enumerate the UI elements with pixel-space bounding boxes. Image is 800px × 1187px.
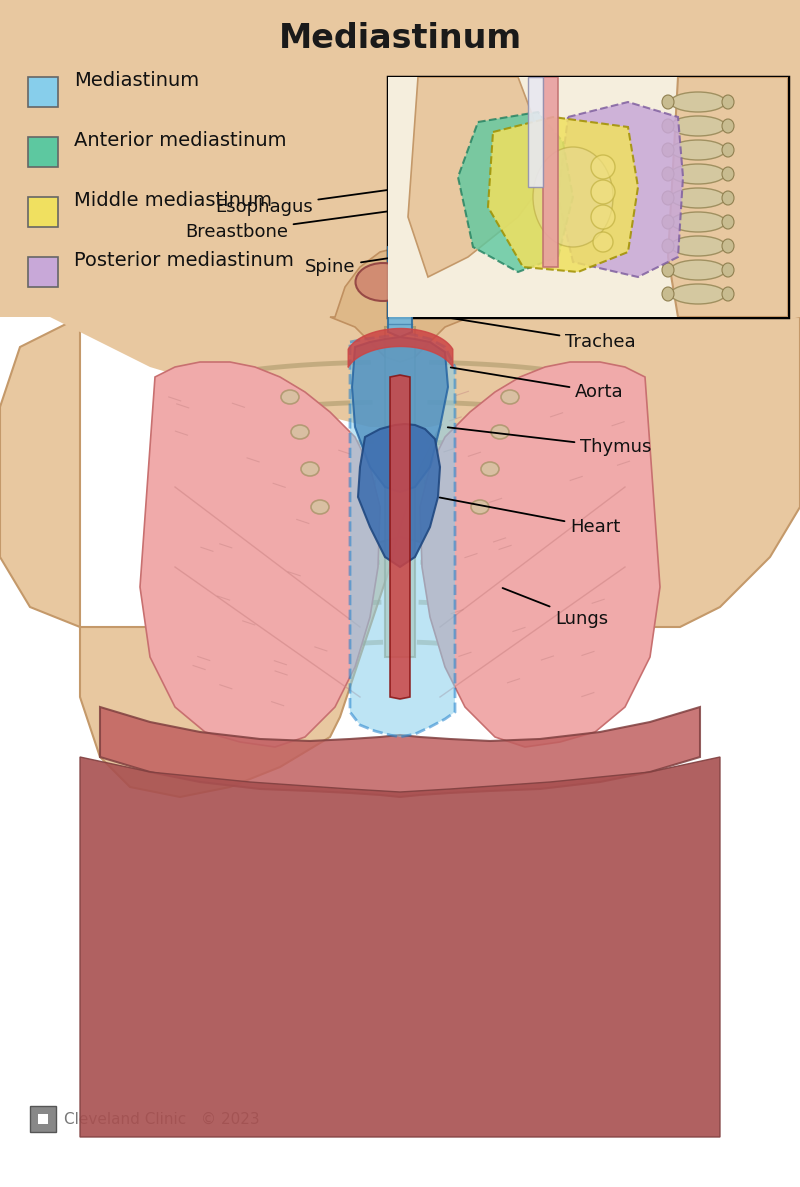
Ellipse shape xyxy=(533,147,613,247)
Ellipse shape xyxy=(722,239,734,253)
Polygon shape xyxy=(668,77,788,317)
FancyBboxPatch shape xyxy=(28,77,58,107)
Ellipse shape xyxy=(390,264,445,301)
Polygon shape xyxy=(388,77,678,317)
Ellipse shape xyxy=(662,191,674,205)
FancyBboxPatch shape xyxy=(388,77,788,317)
Polygon shape xyxy=(140,362,380,747)
Ellipse shape xyxy=(670,93,726,112)
Ellipse shape xyxy=(591,205,615,229)
FancyBboxPatch shape xyxy=(28,137,58,167)
Ellipse shape xyxy=(722,142,734,157)
FancyBboxPatch shape xyxy=(38,1115,48,1124)
Ellipse shape xyxy=(722,95,734,109)
Ellipse shape xyxy=(301,462,319,476)
Polygon shape xyxy=(352,337,448,491)
Text: Posterior mediastinum: Posterior mediastinum xyxy=(74,252,294,271)
Text: Thymus: Thymus xyxy=(448,427,651,456)
Polygon shape xyxy=(0,317,800,796)
Text: Anterior mediastinum: Anterior mediastinum xyxy=(74,132,286,151)
Text: Lungs: Lungs xyxy=(502,588,608,628)
Ellipse shape xyxy=(481,462,499,476)
Polygon shape xyxy=(358,424,440,567)
Polygon shape xyxy=(390,375,410,699)
Ellipse shape xyxy=(662,264,674,277)
Text: Mediastinum: Mediastinum xyxy=(278,23,522,56)
Text: Heart: Heart xyxy=(440,497,620,537)
Polygon shape xyxy=(330,247,470,362)
Polygon shape xyxy=(80,757,720,1137)
Ellipse shape xyxy=(390,271,410,293)
Ellipse shape xyxy=(670,260,726,280)
Ellipse shape xyxy=(355,264,410,301)
Ellipse shape xyxy=(722,264,734,277)
Ellipse shape xyxy=(722,167,734,180)
Ellipse shape xyxy=(670,236,726,256)
Text: Esophagus: Esophagus xyxy=(215,167,552,216)
Ellipse shape xyxy=(662,95,674,109)
Text: Middle mediastinum: Middle mediastinum xyxy=(74,191,272,210)
Ellipse shape xyxy=(591,180,615,204)
Ellipse shape xyxy=(662,119,674,133)
Polygon shape xyxy=(350,334,455,737)
Polygon shape xyxy=(543,77,558,267)
Ellipse shape xyxy=(281,391,299,404)
Polygon shape xyxy=(458,112,573,272)
Ellipse shape xyxy=(670,140,726,160)
Text: Aorta: Aorta xyxy=(450,368,624,401)
Ellipse shape xyxy=(291,425,309,439)
Ellipse shape xyxy=(670,116,726,137)
Ellipse shape xyxy=(491,425,509,439)
Polygon shape xyxy=(558,102,683,277)
Polygon shape xyxy=(0,0,800,427)
Ellipse shape xyxy=(662,167,674,180)
Ellipse shape xyxy=(722,119,734,133)
Polygon shape xyxy=(408,77,543,277)
Ellipse shape xyxy=(670,188,726,208)
Ellipse shape xyxy=(501,391,519,404)
Ellipse shape xyxy=(593,231,613,252)
Polygon shape xyxy=(388,242,412,337)
Ellipse shape xyxy=(670,212,726,231)
Ellipse shape xyxy=(662,215,674,229)
Polygon shape xyxy=(488,118,638,272)
FancyBboxPatch shape xyxy=(28,258,58,287)
Text: Spine: Spine xyxy=(305,217,658,277)
Ellipse shape xyxy=(670,164,726,184)
Ellipse shape xyxy=(722,191,734,205)
FancyBboxPatch shape xyxy=(28,197,58,227)
Text: Breastbone: Breastbone xyxy=(185,192,527,241)
Ellipse shape xyxy=(670,284,726,304)
Ellipse shape xyxy=(722,287,734,301)
Polygon shape xyxy=(100,707,700,796)
Ellipse shape xyxy=(662,142,674,157)
Text: Trachea: Trachea xyxy=(416,312,636,351)
Text: Cleveland Clinic   © 2023: Cleveland Clinic © 2023 xyxy=(64,1111,260,1126)
FancyBboxPatch shape xyxy=(30,1106,56,1132)
Ellipse shape xyxy=(471,500,489,514)
Polygon shape xyxy=(420,362,660,747)
Ellipse shape xyxy=(311,500,329,514)
Text: Mediastinum: Mediastinum xyxy=(74,71,199,90)
Ellipse shape xyxy=(591,155,615,179)
Ellipse shape xyxy=(662,287,674,301)
Text: Thyroid: Thyroid xyxy=(418,283,628,311)
Polygon shape xyxy=(528,77,543,188)
Ellipse shape xyxy=(722,215,734,229)
Ellipse shape xyxy=(662,239,674,253)
Polygon shape xyxy=(385,326,415,656)
